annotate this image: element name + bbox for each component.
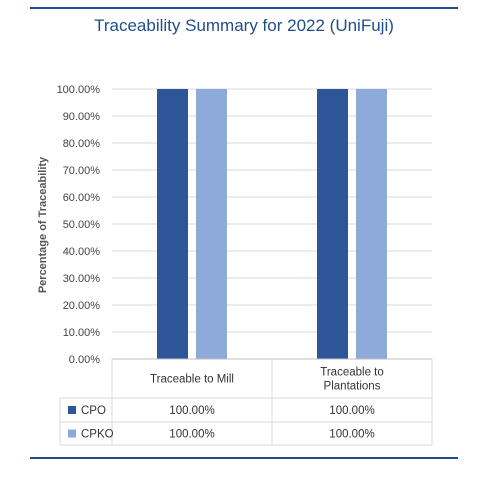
y-tick-label: 0.00% xyxy=(69,354,100,366)
bar-cpko-1 xyxy=(196,89,227,359)
y-tick-label: 70.00% xyxy=(63,165,101,177)
bar-cpko-2 xyxy=(356,89,387,359)
y-tick-label: 50.00% xyxy=(63,219,101,231)
legend-swatch-cpo xyxy=(68,406,76,414)
y-tick-label: 60.00% xyxy=(63,192,101,204)
legend-label-cpko: CPKO xyxy=(81,429,114,441)
data-value: 100.00% xyxy=(329,429,374,441)
y-tick-label: 90.00% xyxy=(63,111,101,123)
y-tick-labels: 0.00% 10.00% 20.00% 30.00% 40.00% 50.00% 60.00… xyxy=(57,84,101,366)
y-tick-label: 40.00% xyxy=(63,246,101,258)
category-label: Traceable to xyxy=(320,367,384,379)
top-rule xyxy=(30,7,458,9)
bottom-rule xyxy=(30,457,458,459)
y-tick-label: 20.00% xyxy=(63,300,101,312)
bars xyxy=(157,89,387,359)
legend-label-cpo: CPO xyxy=(81,405,106,417)
data-value: 100.00% xyxy=(169,405,214,417)
y-tick-label: 30.00% xyxy=(63,273,101,285)
legend-swatch-cpko xyxy=(68,429,76,438)
category-label: Plantations xyxy=(324,381,381,393)
y-tick-label: 10.00% xyxy=(63,327,101,339)
y-axis-label: Percentage of Traceability xyxy=(37,156,49,293)
data-table: Traceable to Mill Traceable to Plantations… xyxy=(59,358,433,446)
y-tick-label: 100.00% xyxy=(57,84,101,96)
chart-title: Traceability Summary for 2022 (UniFuji) xyxy=(94,16,394,35)
data-value: 100.00% xyxy=(329,405,374,417)
category-label: Traceable to Mill xyxy=(150,374,234,386)
data-value: 100.00% xyxy=(169,429,214,441)
bar-cpo-2 xyxy=(317,89,348,359)
bar-cpo-1 xyxy=(157,89,188,359)
y-tick-label: 80.00% xyxy=(63,138,101,150)
